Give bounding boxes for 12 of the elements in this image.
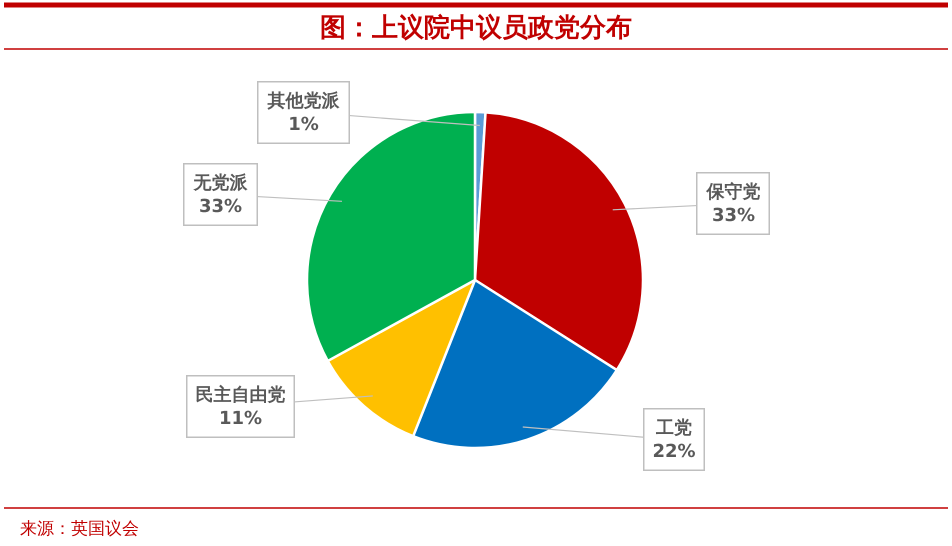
- slice-label: 其他党派: [266, 90, 340, 112]
- slice-label: 工党: [655, 418, 692, 438]
- data-label: 33%: [712, 204, 756, 226]
- data-label: 33%: [198, 196, 242, 217]
- data-label: 22%: [652, 440, 696, 462]
- data-label: 11%: [218, 408, 262, 429]
- data-label: 1%: [288, 114, 319, 135]
- slice-label: 民主自由党: [196, 384, 286, 406]
- slice-label: 保守党: [706, 182, 760, 202]
- slice-label: 无党派: [192, 172, 248, 194]
- chart-title: 图：上议院中议员政党分布: [320, 13, 632, 42]
- source-note: 来源：英国议会: [20, 519, 139, 538]
